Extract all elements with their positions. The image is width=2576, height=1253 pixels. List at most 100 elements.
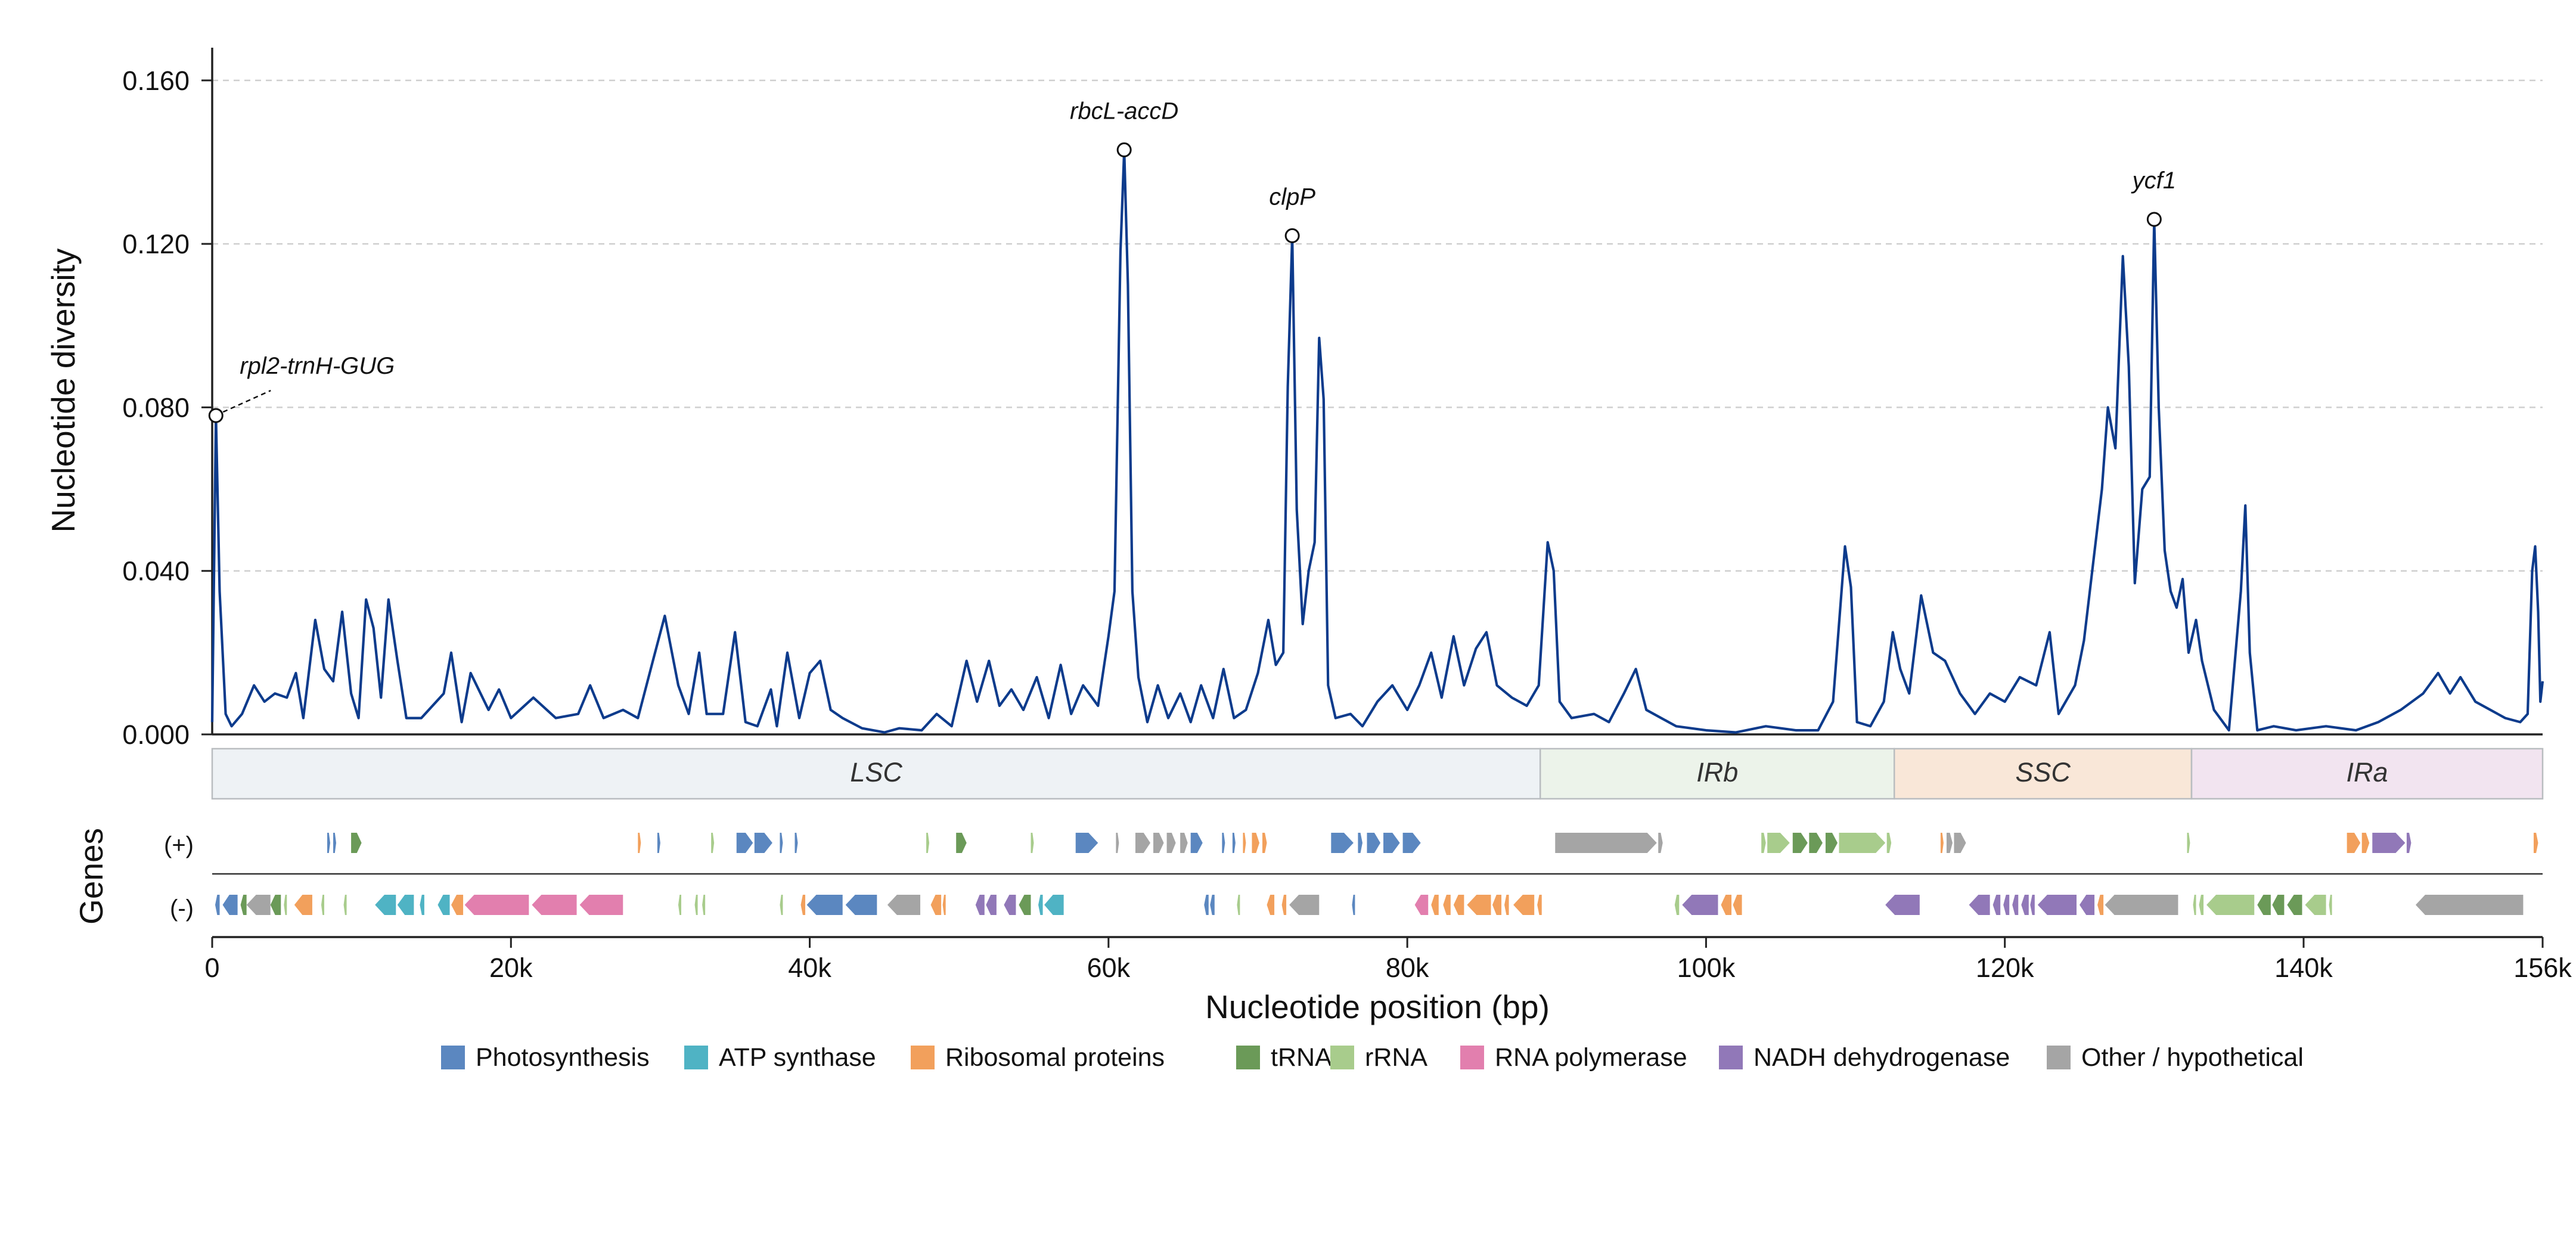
legend-swatch — [911, 1046, 935, 1069]
y-tick-label: 0.080 — [122, 392, 190, 423]
gene-arrow — [351, 833, 362, 853]
legend-swatch — [1719, 1046, 1743, 1069]
legend-swatch — [1236, 1046, 1260, 1069]
legend-swatch — [1330, 1046, 1354, 1069]
gene-arrow — [451, 895, 464, 915]
gene-arrow — [1431, 895, 1439, 915]
gene-arrow — [2105, 895, 2178, 915]
gene-arrow — [1946, 833, 1953, 853]
gene-arrow — [1504, 895, 1509, 915]
gene-arrow — [246, 895, 271, 915]
gene-arrow — [2347, 833, 2361, 853]
legend-label: tRNA — [1271, 1043, 1332, 1072]
gene-arrow — [1243, 833, 1246, 853]
gene-arrow — [1992, 895, 2001, 915]
minus-strand-label: (-) — [170, 895, 194, 922]
gene-arrow — [397, 895, 414, 915]
x-tick-label: 0 — [204, 953, 219, 983]
gene-arrow — [1190, 833, 1203, 853]
y-tick-label: 0.120 — [122, 229, 190, 259]
x-tick-label: 60k — [1087, 953, 1131, 983]
gene-arrow — [1019, 895, 1031, 915]
gene-arrow — [579, 895, 623, 915]
gene-arrow — [780, 895, 783, 915]
gene-arrow — [1367, 833, 1381, 853]
gene-tracks — [215, 833, 2538, 915]
gene-arrow — [711, 833, 715, 853]
x-axis-title: Nucleotide position (bp) — [1205, 988, 1550, 1025]
legend: Photosynthesis ATP synthase Ribosomal prot… — [441, 1043, 2304, 1072]
gene-arrow — [2193, 895, 2196, 915]
peak-marker — [1116, 142, 1132, 157]
gene-arrow — [956, 833, 967, 853]
region-label: IRa — [2346, 757, 2388, 787]
legend-label: NADH dehydrogenase — [1753, 1043, 2010, 1072]
gene-arrow — [1414, 895, 1429, 915]
gene-arrow — [1038, 895, 1043, 915]
peak-label: clpP — [1269, 184, 1315, 210]
gene-arrow — [1166, 833, 1176, 853]
gene-arrow — [1513, 895, 1535, 915]
region-bar: LSC IRb SSC IRa — [211, 748, 2544, 800]
region-block — [1539, 748, 1895, 800]
y-tick-label: 0.040 — [122, 556, 190, 587]
peak-label: rpl2-trnH-GUG — [240, 353, 395, 379]
gene-arrow — [887, 895, 921, 915]
gene-arrow — [702, 895, 706, 915]
gene-arrow — [1492, 895, 1502, 915]
axes — [201, 48, 2544, 948]
x-tick-label: 140k — [2274, 953, 2333, 983]
gene-arrow — [1075, 833, 1098, 853]
gene-arrow — [794, 833, 798, 853]
genes-axis-title: Genes — [73, 828, 110, 925]
gene-arrow — [942, 895, 946, 915]
gene-arrow — [1885, 895, 1920, 915]
region-block — [1893, 748, 2193, 800]
gene-arrow — [1352, 895, 1355, 915]
gridlines — [212, 79, 2543, 572]
gene-arrow — [845, 895, 877, 915]
y-axis-title: Nucleotide diversity — [45, 248, 82, 532]
gene-arrow — [1767, 833, 1790, 853]
legend-label: ATP synthase — [719, 1043, 876, 1072]
peak-label: rbcL-accD — [1070, 98, 1178, 124]
peak-leader-line — [222, 390, 271, 413]
gene-arrow — [638, 833, 641, 853]
gene-arrow — [2415, 895, 2524, 915]
gene-arrow — [343, 895, 347, 915]
gene-arrow — [780, 833, 783, 853]
gene-arrow — [2257, 895, 2271, 915]
gene-arrow — [1555, 833, 1657, 853]
legend-swatch — [1460, 1046, 1484, 1069]
gene-arrow — [2037, 895, 2077, 915]
gene-arrow — [1969, 895, 1990, 915]
gene-arrow — [1358, 833, 1363, 853]
region-label: LSC — [850, 757, 902, 787]
gene-arrow — [975, 895, 985, 915]
peak-marker — [1284, 228, 1300, 243]
diversity-series-line — [210, 148, 2544, 734]
gene-arrow — [1153, 833, 1164, 853]
y-tick-label: 0.000 — [122, 719, 190, 750]
gene-arrow — [1886, 833, 1892, 853]
gene-arrow — [270, 895, 281, 915]
peak-label: ycf1 — [2131, 168, 2176, 194]
gene-arrow — [284, 895, 287, 915]
gene-arrow — [1237, 895, 1240, 915]
gene-arrow — [1940, 833, 1944, 853]
gene-arrow — [2021, 895, 2029, 915]
gene-arrow — [1954, 833, 1966, 853]
legend-label: rRNA — [1365, 1043, 1427, 1072]
gene-arrow — [1116, 833, 1119, 853]
gene-arrow — [2372, 833, 2406, 853]
gene-arrow — [800, 895, 806, 915]
gene-arrow — [1682, 895, 1718, 915]
x-tick-label: 20k — [489, 953, 533, 983]
gene-arrow — [222, 895, 238, 915]
legend-label: RNA polymerase — [1495, 1043, 1687, 1072]
legend-label: Other / hypothetical — [2081, 1043, 2304, 1072]
gene-arrow — [1825, 833, 1838, 853]
gene-arrow — [464, 895, 529, 915]
gene-arrow — [375, 895, 396, 915]
peak-marker — [208, 408, 224, 423]
